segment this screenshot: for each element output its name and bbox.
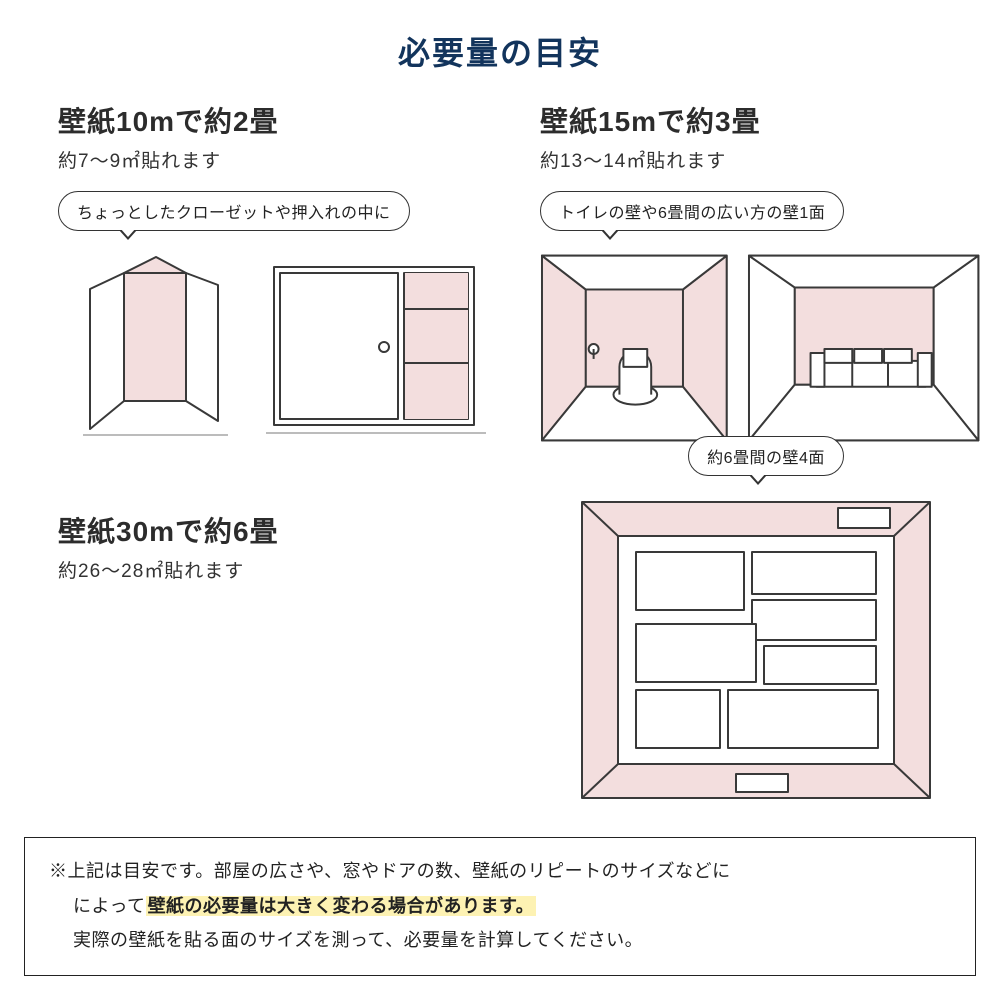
bubble-30m: 約6畳間の壁4面 [688,436,844,476]
note-line2: によって壁紙の必要量は大きく変わる場合があります。 [49,889,951,923]
bubble-15m: トイレの壁や6畳間の広い方の壁1面 [540,191,844,231]
section-30m-illus: 約6畳間の壁4面 [576,436,956,806]
illus-toilet-icon [540,253,729,448]
sub-15m: 約13〜14㎡貼れます [540,146,980,173]
page-title: 必要量の目安 [0,0,1000,74]
note-line1: ※上記は目安です。部屋の広さや、窓やドアの数、壁紙のリピートのサイズなどに [49,854,951,888]
section-30m: 壁紙30mで約6畳 約26〜28㎡貼れます [58,510,498,583]
note-box: ※上記は目安です。部屋の広さや、窓やドアの数、壁紙のリピートのサイズなどに によ… [24,837,976,976]
illus-closet-icon [58,253,248,443]
sub-10m: 約7〜9㎡貼れます [58,146,498,173]
bubble-10m: ちょっとしたクローゼットや押入れの中に [58,191,410,231]
sub-30m: 約26〜28㎡貼れます [58,556,498,583]
illus-row-10m [58,253,498,443]
heading-30m: 壁紙30mで約6畳 [58,510,498,550]
section-15m: 壁紙15mで約3畳 約13〜14㎡貼れます トイレの壁や6畳間の広い方の壁1面 [540,100,980,448]
note-highlight: 壁紙の必要量は大きく変わる場合があります。 [146,896,537,916]
heading-10m: 壁紙10mで約2畳 [58,100,498,140]
illus-room-wall-icon [747,253,980,448]
section-10m: 壁紙10mで約2畳 約7〜9㎡貼れます ちょっとしたクローゼットや押入れの中に [58,100,498,443]
illus-oshiire-icon [266,253,486,443]
illus-floorplan-icon [576,496,936,806]
illus-row-15m [540,253,980,448]
note-line2-prefix: によって [49,896,146,916]
heading-15m: 壁紙15mで約3畳 [540,100,980,140]
note-line3: 実際の壁紙を貼る面のサイズを測って、必要量を計算してください。 [49,923,951,957]
